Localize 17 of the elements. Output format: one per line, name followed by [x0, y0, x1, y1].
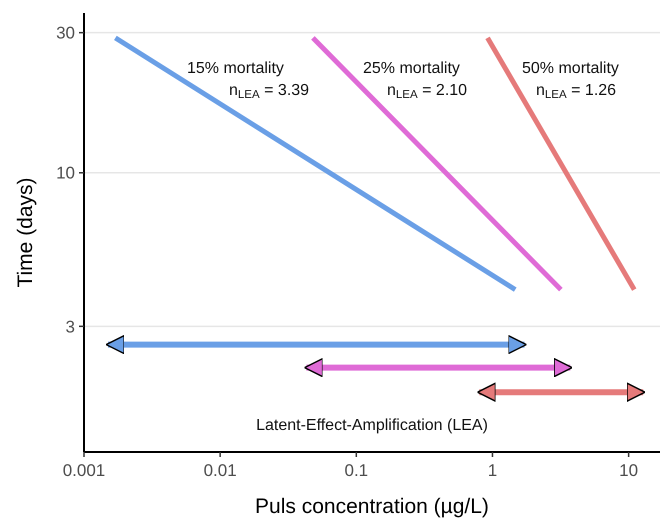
annotation: n$_{LEA}$ = 2.10 — [387, 82, 468, 101]
y-axis-title: Time (days) — [14, 177, 37, 288]
annotation: 50% mortality — [522, 60, 619, 77]
annotation: Latent-Effect-Amplification (LEA) — [256, 417, 488, 434]
y-tick-label: 30 — [56, 24, 75, 43]
x-tick-label: 0.1 — [344, 461, 368, 480]
x-axis-title: Puls concentration (µg/L) — [255, 495, 489, 518]
x-tick-label: 0.001 — [62, 461, 106, 480]
annotation: n$_{LEA}$ = 3.39 — [229, 82, 310, 101]
x-tick-label: 10 — [619, 461, 638, 480]
x-tick-label: 1 — [488, 461, 498, 480]
y-tick-label: 3 — [66, 317, 75, 336]
annotation: 15% mortality — [187, 60, 284, 77]
x-tick-label: 0.01 — [204, 461, 237, 480]
annotation: n$_{LEA}$ = 1.26 — [536, 82, 616, 101]
annotation: 25% mortality — [363, 60, 460, 77]
y-tick-label: 10 — [56, 164, 75, 183]
